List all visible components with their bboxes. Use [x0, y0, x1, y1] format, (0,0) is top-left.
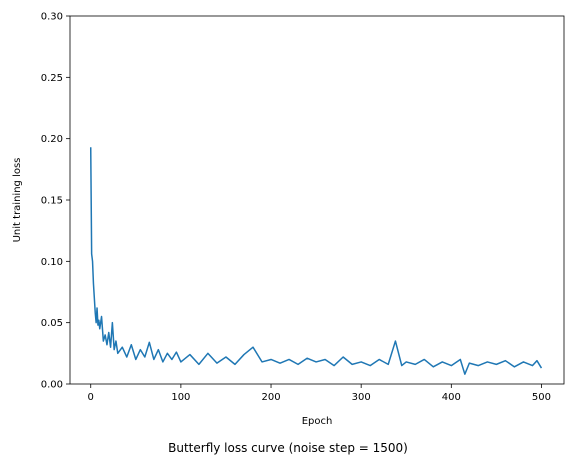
x-tick-label: 500 [532, 392, 551, 403]
plot-frame [69, 15, 565, 385]
y-axis: 0.00 0.05 0.10 0.15 0.20 0.25 0.30 [41, 12, 70, 391]
y-tick-label: 0.30 [41, 12, 63, 23]
y-tick-label: 0.10 [41, 257, 63, 268]
y-tick-label: 0.05 [41, 318, 63, 329]
x-axis: 0 100 200 300 400 500 [88, 384, 551, 403]
loss-curve-line [89, 147, 543, 375]
x-tick-label: 200 [261, 392, 280, 403]
y-tick-label: 0.15 [41, 196, 63, 207]
chart-title: Butterfly loss curve (noise step = 1500) [168, 441, 408, 455]
x-tick-label: 300 [352, 392, 371, 403]
y-axis-label: Unit training loss [12, 158, 23, 243]
x-tick-label: 0 [88, 392, 94, 403]
y-tick-label: 0.20 [41, 134, 63, 145]
x-tick-label: 400 [442, 392, 461, 403]
x-axis-label: Epoch [302, 416, 333, 427]
y-tick-label: 0.25 [41, 73, 63, 84]
y-tick-label: 0.00 [41, 380, 63, 391]
x-tick-label: 100 [171, 392, 190, 403]
